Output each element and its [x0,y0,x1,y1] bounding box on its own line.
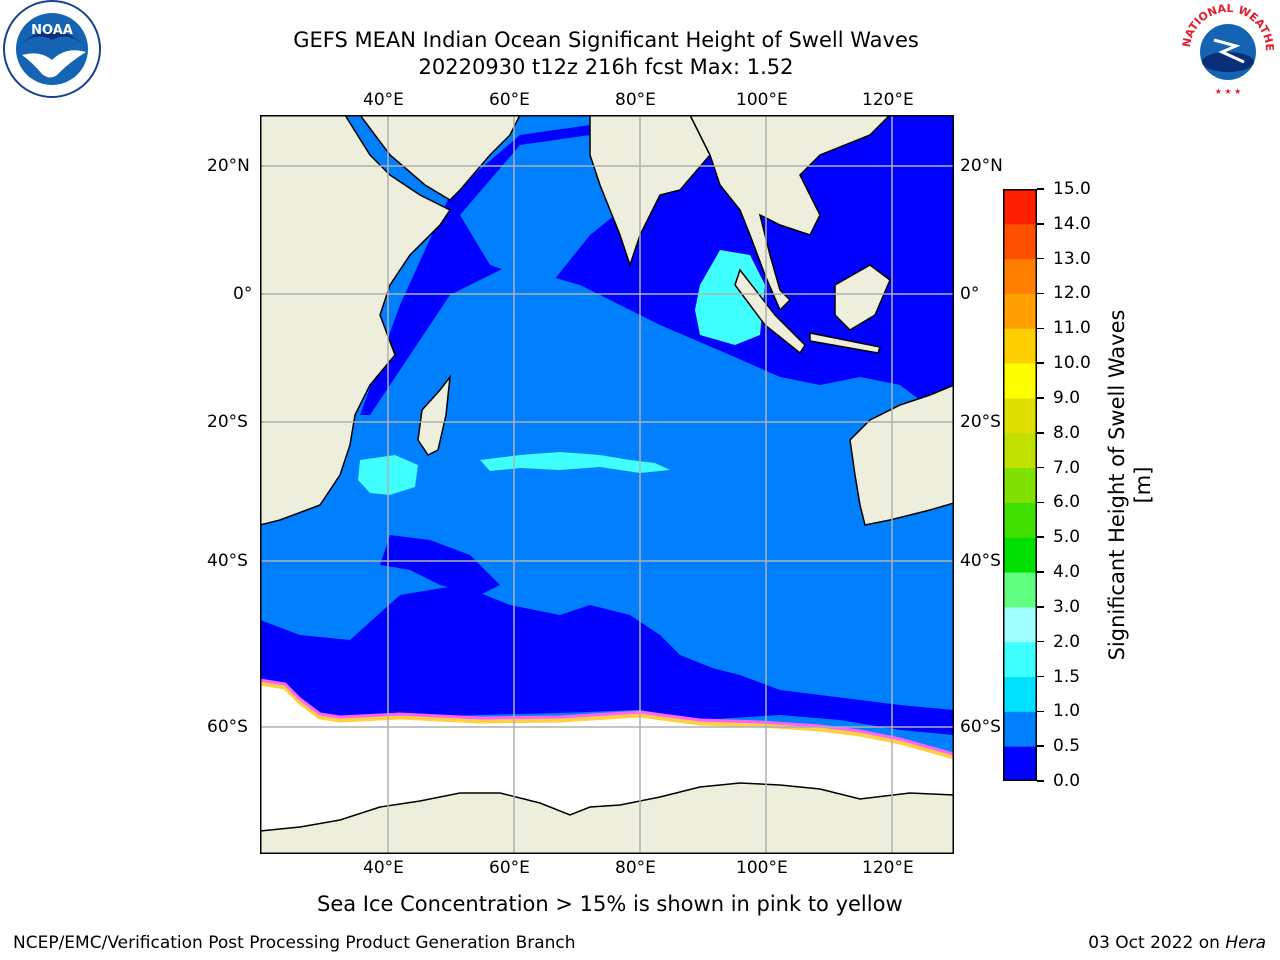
lat-label-right-60s: 60°S [960,717,1001,737]
colorbar-tick-mark [1037,606,1044,608]
lon-label-bottom-100e: 100°E [736,858,788,878]
lon-label-top-60e: 60°E [489,90,530,110]
colorbar-border [1003,189,1037,781]
colorbar-tick-mark [1037,710,1044,713]
lon-label-top-80e: 80°E [615,90,656,110]
lon-label-bottom-120e: 120°E [862,858,914,878]
colorbar-band [1003,502,1037,538]
map-title-line2: 20220930 t12z 216h fcst Max: 1.52 [418,55,794,79]
noaa-logo-text: NOAA [31,23,73,38]
colorbar-band [1003,328,1037,364]
colorbar-tick-mark [1037,362,1044,364]
colorbar-band [1003,363,1037,399]
lon-label-top-40e: 40°E [363,90,404,110]
colorbar-tick-label: 1.5 [1053,666,1081,687]
colorbar-tick-label: 2.0 [1053,631,1081,652]
footer-branch: NCEP/EMC/Verification Post Processing Pr… [13,933,576,953]
colorbar-tick-label: 10.0 [1053,353,1091,374]
colorbar-tick-label: 14.0 [1053,213,1091,234]
colorbar-tick-label: 4.0 [1053,562,1081,583]
lon-label-bottom-40e: 40°E [363,858,404,878]
colorbar-tick-mark [1037,640,1044,643]
lon-label-top-120e: 120°E [862,90,914,110]
lat-label-right-20s: 20°S [960,412,1001,432]
colorbar-tick-label: 5.0 [1053,527,1081,548]
colorbar-tick-mark [1037,780,1044,782]
svg-text:★ ★ ★: ★ ★ ★ [1215,87,1242,96]
lat-label-left-0: 0° [233,284,253,304]
colorbar-tick-label: 8.0 [1053,422,1081,443]
colorbar-tick-mark [1037,432,1044,434]
colorbar-tick-label: 9.0 [1053,387,1081,408]
footer-date-text: 03 Oct 2022 on [1088,933,1226,953]
colorbar-tick-label: 12.0 [1053,283,1091,304]
colorbar-band [1003,189,1037,225]
colorbar-band [1003,746,1037,781]
lat-label-left-20s: 20°S [207,412,248,432]
footer-host: Hera [1225,933,1266,953]
colorbar-tick-label: 11.0 [1053,318,1091,339]
colorbar-band [1003,258,1037,294]
lat-label-left-20n: 20°N [207,156,250,176]
map-graticule [260,115,954,854]
colorbar-label-text: Significant Height of Swell Waves [m] [1105,309,1155,661]
nws-logo: NATIONAL WEATHER SERVICE ★ ★ ★ [1176,0,1276,97]
lat-label-right-0: 0° [960,284,980,304]
colorbar-tick-mark [1037,292,1044,295]
colorbar-tick-mark [1037,536,1044,538]
colorbar-band [1003,676,1037,712]
map-title-line1: GEFS MEAN Indian Ocean Significant Heigh… [293,28,919,52]
madagascar-land [417,374,452,456]
swell-patch-cyan-bay [695,250,765,345]
colorbar-band [1003,572,1037,608]
colorbar-band [1003,432,1037,469]
colorbar-tick-label: 13.0 [1053,248,1091,269]
colorbar-band [1003,641,1037,678]
sumatra-land [734,268,806,355]
noaa-logo: NOAA [3,0,101,98]
colorbar-tick-mark [1037,327,1044,330]
colorbar-tick-mark [1037,257,1044,260]
colorbar [1003,189,1037,781]
colorbar-tick-label: 15.0 [1053,179,1091,199]
colorbar-band [1003,397,1037,434]
colorbar-tick-mark [1037,675,1044,678]
colorbar-band [1003,606,1037,643]
colorbar-tick-label: 0.0 [1053,771,1081,791]
colorbar-band [1003,223,1037,260]
colorbar-tick-label: 7.0 [1053,457,1081,478]
borneo-land [834,264,891,331]
colorbar-band [1003,467,1037,503]
colorbar-tick-label: 0.5 [1053,736,1081,757]
arabia-land [359,115,521,201]
lat-label-left-40s: 40°S [207,551,248,571]
colorbar-tick-mark [1037,571,1044,573]
map-frame [260,115,954,854]
colorbar-tick-label: 1.0 [1053,701,1081,722]
southeast-asia-land [689,115,892,312]
colorbar-tick-mark [1037,223,1044,225]
java-land [809,332,881,354]
lat-label-right-20n: 20°N [960,156,1003,176]
colorbar-tick-mark [1037,501,1044,504]
colorbar-tick-label: 3.0 [1053,596,1081,617]
footer-date: 03 Oct 2022 on Hera [1088,932,1266,954]
lat-label-right-40s: 40°S [960,551,1001,571]
lon-label-bottom-60e: 60°E [489,858,530,878]
lat-label-left-60s: 60°S [207,717,248,737]
sea-ice-edge [260,680,954,760]
colorbar-band [1003,537,1037,573]
colorbar-tick-mark [1037,745,1044,747]
colorbar-band [1003,711,1037,747]
colorbar-tick-mark [1037,397,1044,399]
australia-land [849,384,954,526]
sea-ice-caption: Sea Ice Concentration > 15% is shown in … [317,892,903,916]
colorbar-tick-label: 6.0 [1053,492,1081,513]
colorbar-tick-mark [1037,466,1044,469]
lon-label-top-100e: 100°E [736,90,788,110]
colorbar-band [1003,293,1037,329]
colorbar-tick-mark [1037,188,1044,190]
lon-label-bottom-80e: 80°E [615,858,656,878]
